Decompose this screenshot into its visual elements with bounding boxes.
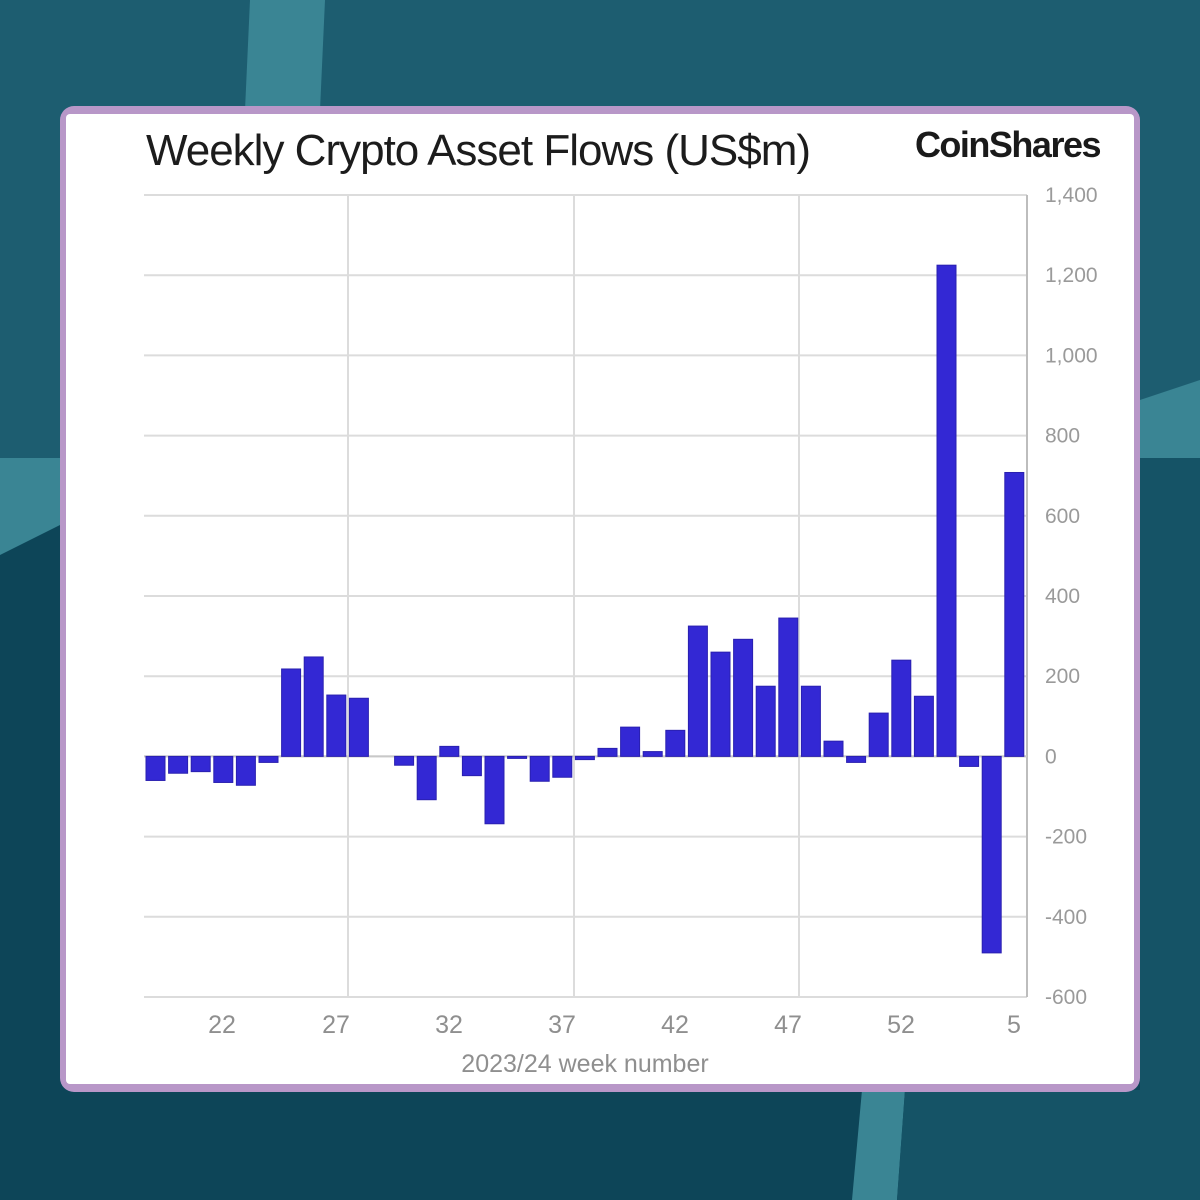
bar-week-40 [620,726,641,757]
bar-chart: 1,400 1,200 1,000 800 600 400 200 0 -200 -400 -600… [144,184,1098,1078]
y-tick-label: -200 [1045,826,1087,849]
bar-week-41 [642,751,663,757]
bar-week-21 [190,755,211,773]
bar-week-27 [326,694,347,757]
bar-week-34 [484,755,505,825]
y-tick-label: 200 [1045,665,1080,688]
bar-week-46 [755,685,776,757]
bar-week-49 [823,740,844,757]
x-tick-label: 5 [1007,1011,1021,1039]
y-tick-label: 1,000 [1045,344,1098,367]
bar-week-5 [1004,471,1025,757]
bar-week-52 [891,659,912,757]
y-tick-label: -400 [1045,906,1087,929]
bar-week-31 [416,755,437,801]
bar-week-23 [235,755,256,786]
bar-week-20 [168,755,189,774]
x-tick-label: 32 [435,1011,463,1039]
x-tick-label: 42 [661,1011,689,1039]
coinshares-logo: CoinShares [914,124,1102,165]
x-tick-label: 22 [208,1011,236,1039]
bar-week-47 [778,617,799,757]
bar-week-48 [800,685,821,757]
x-tick-label: 37 [548,1011,576,1039]
bar-week-1 [913,695,934,757]
y-tick-label: 600 [1045,505,1080,528]
x-tick-label: 52 [887,1011,915,1039]
y-tick-label: 0 [1045,745,1057,768]
bar-week-36 [529,755,550,782]
x-tick-label: 47 [774,1011,802,1039]
y-tick-label: 1,400 [1045,184,1098,207]
chart-title: Weekly Crypto Asset Flows (US$m) [146,126,811,175]
bar-week-50 [846,755,867,763]
y-tick-label: 800 [1045,425,1080,448]
bar-week-26 [303,656,324,757]
bar-week-45 [733,638,754,757]
bar-week-35 [507,755,528,759]
bar-week-37 [552,755,573,778]
bar-week-44 [710,651,731,757]
y-tick-label: 400 [1045,585,1080,608]
bar-week-4 [981,755,1002,954]
bar-week-25 [281,668,302,757]
bar-week-38 [574,755,595,761]
bar-week-33 [461,755,482,777]
bar-week-43 [687,625,708,757]
x-axis-title: 2023/24 week number [461,1050,708,1078]
bar-week-42 [665,729,686,757]
bar-week-3 [959,755,980,767]
bar-week-22 [213,755,234,783]
bar-week-30 [394,755,415,766]
bar-week-51 [868,712,889,757]
bar-week-24 [258,755,279,763]
bar-week-28 [348,697,369,757]
chart-card: Weekly Crypto Asset Flows (US$m) CoinSha… [66,114,1134,1084]
x-tick-label: 27 [322,1011,350,1039]
bar-week-32 [439,745,460,757]
bar-week-19 [145,755,166,781]
y-tick-label: 1,200 [1045,264,1098,287]
y-tick-label: -600 [1045,986,1087,1009]
chart-frame: Weekly Crypto Asset Flows (US$m) CoinSha… [60,106,1140,1092]
bar-week-2 [936,264,957,757]
bar-week-39 [597,747,618,757]
